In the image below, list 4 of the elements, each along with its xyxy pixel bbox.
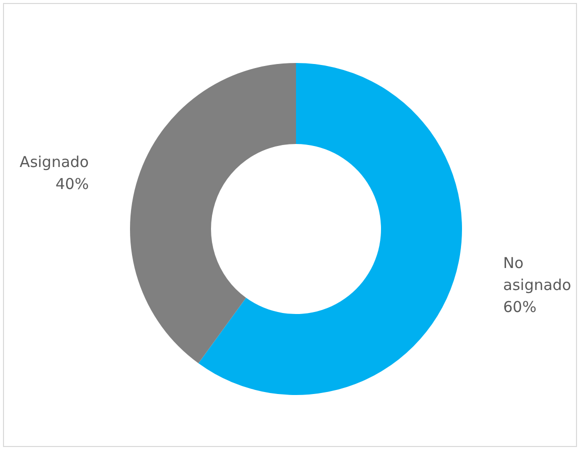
slice-label: Asignado bbox=[20, 153, 89, 172]
data-label: 60% bbox=[503, 298, 536, 316]
data-label: 40% bbox=[56, 175, 89, 194]
slice-label: No asignado bbox=[503, 254, 572, 294]
